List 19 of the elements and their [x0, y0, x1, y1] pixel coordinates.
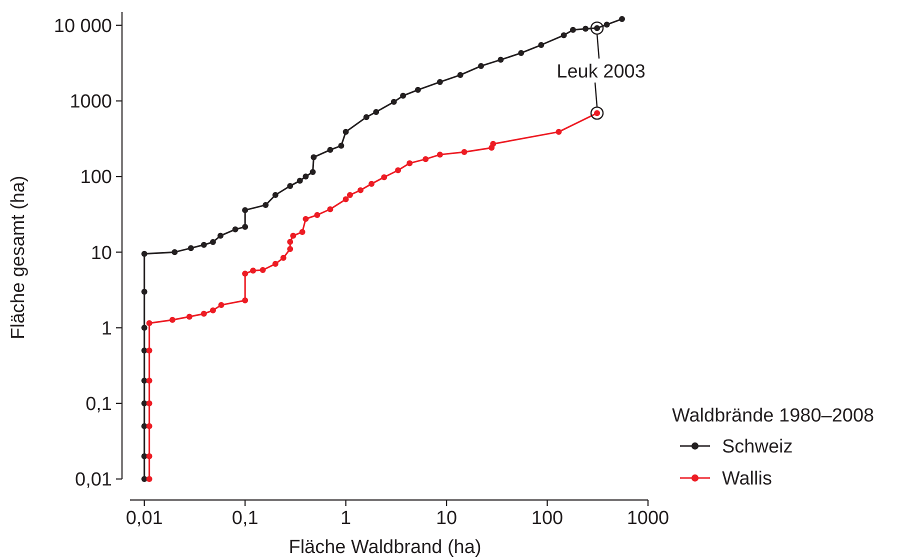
legend-label: Wallis [722, 468, 772, 490]
x-axis-title: Fläche Waldbrand (ha) [288, 537, 482, 558]
y-tick-label: 1000 [70, 92, 112, 113]
annotation: Leuk 2003 [556, 61, 646, 82]
y-tick-label: 0,01 [75, 470, 112, 491]
y-tick-label: 1 [101, 318, 112, 340]
y-axis-title: Fläche gesamt (ha) [8, 176, 29, 340]
x-tick-label: 0,01 [126, 508, 163, 529]
y-tick-label: 100 [80, 167, 112, 188]
x-tick-label: 10 [436, 508, 458, 529]
x-tick-label: 100 [531, 508, 564, 529]
x-tick-label: 1000 [626, 508, 670, 529]
legend-title: Waldbrände 1980–2008 [672, 406, 874, 427]
y-tick-label: 10 [90, 242, 112, 264]
legend-label: Schweiz [722, 436, 793, 458]
y-tick-label: 10 000 [54, 16, 112, 37]
x-tick-label: 1 [340, 508, 352, 529]
y-tick-label: 0,1 [86, 394, 112, 416]
x-tick-label: 0,1 [232, 508, 258, 529]
